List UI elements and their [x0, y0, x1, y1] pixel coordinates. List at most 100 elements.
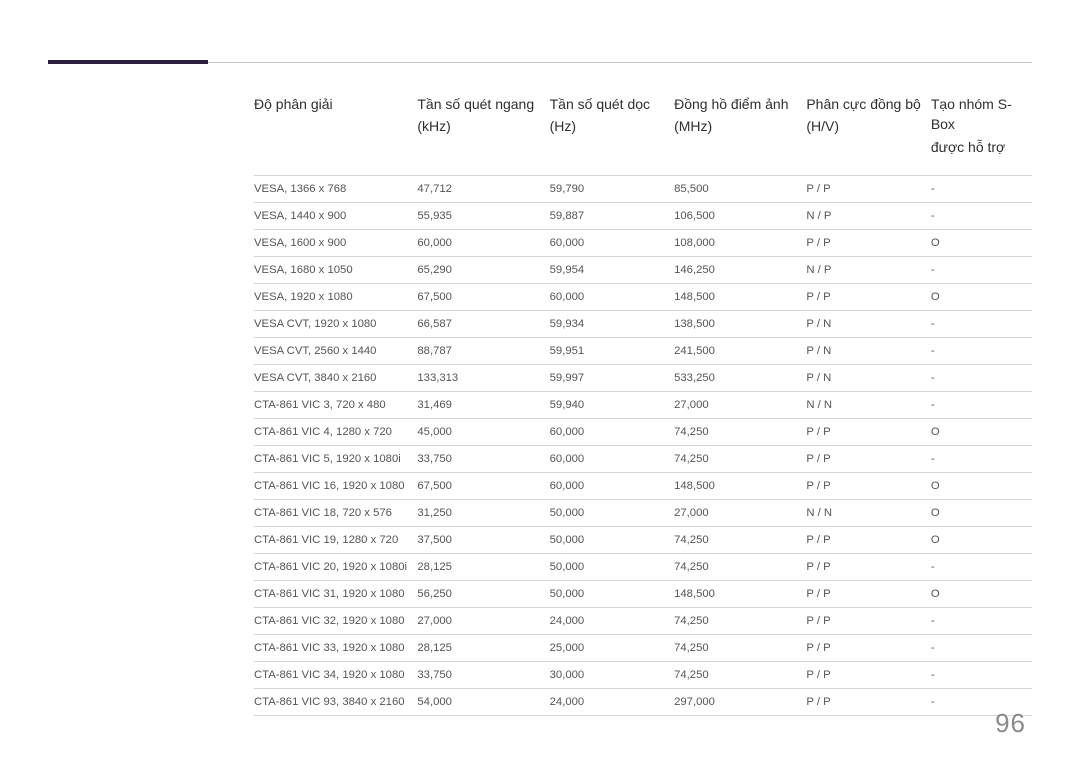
table-cell: 50,000 [550, 553, 674, 580]
table-cell: - [931, 553, 1032, 580]
table-row: CTA-861 VIC 18, 720 x 57631,25050,00027,… [254, 499, 1032, 526]
table-cell: 60,000 [550, 445, 674, 472]
table-cell: 59,954 [550, 256, 674, 283]
table-head: Độ phân giải Tần số quét ngang (kHz) Tần… [254, 94, 1032, 175]
table-cell: 74,250 [674, 445, 806, 472]
table-cell: O [931, 229, 1032, 256]
table-cell: 148,500 [674, 580, 806, 607]
header-label: Độ phân giải [254, 94, 411, 114]
header-unit: (Hz) [550, 116, 668, 136]
table-cell: 88,787 [417, 337, 549, 364]
table-cell: P / N [806, 337, 930, 364]
table-cell: - [931, 445, 1032, 472]
table-cell: 66,587 [417, 310, 549, 337]
table-cell: VESA, 1600 x 900 [254, 229, 417, 256]
table-cell: 74,250 [674, 661, 806, 688]
table-cell: CTA-861 VIC 18, 720 x 576 [254, 499, 417, 526]
table-cell: - [931, 364, 1032, 391]
table-cell: O [931, 472, 1032, 499]
table-cell: CTA-861 VIC 3, 720 x 480 [254, 391, 417, 418]
table-cell: - [931, 256, 1032, 283]
table-cell: CTA-861 VIC 34, 1920 x 1080 [254, 661, 417, 688]
table-cell: 31,250 [417, 499, 549, 526]
col-header-sbox: Tạo nhóm S-Box được hỗ trợ [931, 94, 1032, 175]
table-cell: VESA, 1440 x 900 [254, 202, 417, 229]
table-body: VESA, 1366 x 76847,71259,79085,500P / P-… [254, 175, 1032, 715]
table-cell: - [931, 310, 1032, 337]
table-row: VESA, 1600 x 90060,00060,000108,000P / P… [254, 229, 1032, 256]
table-row: CTA-861 VIC 4, 1280 x 72045,00060,00074,… [254, 418, 1032, 445]
table-row: CTA-861 VIC 5, 1920 x 1080i33,75060,0007… [254, 445, 1032, 472]
table-cell: N / N [806, 499, 930, 526]
table-cell: 30,000 [550, 661, 674, 688]
table-cell: - [931, 175, 1032, 202]
table-cell: 241,500 [674, 337, 806, 364]
table-cell: 28,125 [417, 553, 549, 580]
table-cell: P / P [806, 634, 930, 661]
table-cell: 146,250 [674, 256, 806, 283]
table-cell: 133,313 [417, 364, 549, 391]
table-row: CTA-861 VIC 31, 1920 x 108056,25050,0001… [254, 580, 1032, 607]
table-cell: 533,250 [674, 364, 806, 391]
col-header-pixelclock: Đồng hồ điểm ảnh (MHz) [674, 94, 806, 175]
header-label: Tần số quét ngang [417, 94, 543, 114]
table-cell: 148,500 [674, 283, 806, 310]
header-unit: được hỗ trợ [931, 137, 1026, 157]
header-unit: (H/V) [806, 116, 924, 136]
table-cell: 45,000 [417, 418, 549, 445]
table-cell: O [931, 580, 1032, 607]
table-cell: O [931, 499, 1032, 526]
table-cell: CTA-861 VIC 93, 3840 x 2160 [254, 688, 417, 715]
table-row: VESA CVT, 1920 x 108066,58759,934138,500… [254, 310, 1032, 337]
table-cell: P / P [806, 580, 930, 607]
table-cell: CTA-861 VIC 5, 1920 x 1080i [254, 445, 417, 472]
table-cell: 56,250 [417, 580, 549, 607]
table-cell: 24,000 [550, 688, 674, 715]
table-cell: 60,000 [550, 283, 674, 310]
header-label: Tạo nhóm S-Box [931, 94, 1026, 135]
table-cell: - [931, 337, 1032, 364]
table-cell: P / P [806, 607, 930, 634]
col-header-hfreq: Tần số quét ngang (kHz) [417, 94, 549, 175]
table-row: CTA-861 VIC 20, 1920 x 1080i28,12550,000… [254, 553, 1032, 580]
col-header-resolution: Độ phân giải [254, 94, 417, 175]
table-cell: VESA, 1366 x 768 [254, 175, 417, 202]
col-header-vfreq: Tần số quét dọc (Hz) [550, 94, 674, 175]
col-header-syncpol: Phân cực đồng bộ (H/V) [806, 94, 930, 175]
table-cell: 148,500 [674, 472, 806, 499]
table-row: CTA-861 VIC 34, 1920 x 108033,75030,0007… [254, 661, 1032, 688]
table-cell: 59,934 [550, 310, 674, 337]
table-cell: 60,000 [550, 418, 674, 445]
table-cell: CTA-861 VIC 4, 1280 x 720 [254, 418, 417, 445]
table-cell: 67,500 [417, 283, 549, 310]
table-cell: 50,000 [550, 580, 674, 607]
table-row: VESA, 1680 x 105065,29059,954146,250N / … [254, 256, 1032, 283]
table-cell: 47,712 [417, 175, 549, 202]
table-cell: 27,000 [674, 499, 806, 526]
page-number: 96 [995, 708, 1026, 739]
table-cell: 74,250 [674, 418, 806, 445]
table-row: VESA, 1920 x 108067,50060,000148,500P / … [254, 283, 1032, 310]
table-cell: N / N [806, 391, 930, 418]
table-cell: 67,500 [417, 472, 549, 499]
table-cell: CTA-861 VIC 32, 1920 x 1080 [254, 607, 417, 634]
table-cell: 74,250 [674, 553, 806, 580]
table-cell: - [931, 607, 1032, 634]
table-cell: 33,750 [417, 445, 549, 472]
header-label: Tần số quét dọc [550, 94, 668, 114]
table-cell: 59,887 [550, 202, 674, 229]
accent-bar [48, 60, 208, 64]
table-cell: 27,000 [417, 607, 549, 634]
spec-table: Độ phân giải Tần số quét ngang (kHz) Tần… [254, 94, 1032, 716]
table-cell: 31,469 [417, 391, 549, 418]
table-cell: 65,290 [417, 256, 549, 283]
table-cell: 297,000 [674, 688, 806, 715]
table-row: CTA-861 VIC 32, 1920 x 108027,00024,0007… [254, 607, 1032, 634]
table-row: CTA-861 VIC 16, 1920 x 108067,50060,0001… [254, 472, 1032, 499]
table-cell: 108,000 [674, 229, 806, 256]
table-row: CTA-861 VIC 33, 1920 x 108028,12525,0007… [254, 634, 1032, 661]
table-cell: 33,750 [417, 661, 549, 688]
table-cell: 138,500 [674, 310, 806, 337]
table-cell: P / P [806, 283, 930, 310]
table-row: CTA-861 VIC 3, 720 x 48031,46959,94027,0… [254, 391, 1032, 418]
